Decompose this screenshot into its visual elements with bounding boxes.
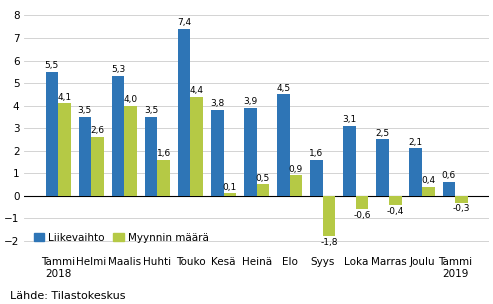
Text: 0,4: 0,4 <box>422 176 435 185</box>
Text: -0,3: -0,3 <box>453 204 470 213</box>
Text: 5,3: 5,3 <box>111 65 125 74</box>
Bar <box>290 175 302 196</box>
Bar <box>190 97 203 196</box>
Text: 4,1: 4,1 <box>57 92 71 102</box>
Bar <box>178 29 190 196</box>
Text: 0,1: 0,1 <box>223 183 237 192</box>
Bar <box>45 72 58 196</box>
Bar <box>124 105 137 196</box>
Bar <box>223 193 236 196</box>
Text: 7,4: 7,4 <box>177 18 191 27</box>
Text: 3,5: 3,5 <box>144 106 158 115</box>
Bar <box>78 117 91 196</box>
Bar <box>422 187 435 196</box>
Bar <box>277 94 290 196</box>
Text: 5,5: 5,5 <box>45 61 59 70</box>
Text: Lähde: Tilastokeskus: Lähde: Tilastokeskus <box>10 291 125 301</box>
Bar <box>310 160 323 196</box>
Bar <box>356 196 368 209</box>
Bar <box>145 117 157 196</box>
Bar <box>244 108 257 196</box>
Text: 3,9: 3,9 <box>243 97 257 106</box>
Bar <box>257 185 269 196</box>
Text: -1,8: -1,8 <box>320 238 338 247</box>
Text: 0,6: 0,6 <box>442 171 456 180</box>
Bar <box>455 196 468 202</box>
Bar <box>91 137 104 196</box>
Bar <box>443 182 455 196</box>
Text: -0,6: -0,6 <box>353 211 371 220</box>
Text: 4,0: 4,0 <box>123 95 138 104</box>
Legend: Liikevaihto, Myynnin määrä: Liikevaihto, Myynnin määrä <box>30 229 213 247</box>
Bar <box>343 126 356 196</box>
Bar <box>323 196 335 236</box>
Text: 4,5: 4,5 <box>277 84 290 92</box>
Text: 0,9: 0,9 <box>289 165 303 174</box>
Text: 2,5: 2,5 <box>376 129 390 138</box>
Bar <box>410 148 422 196</box>
Text: 0,5: 0,5 <box>256 174 270 183</box>
Text: 1,6: 1,6 <box>310 149 323 158</box>
Text: 3,1: 3,1 <box>343 115 357 124</box>
Text: 3,5: 3,5 <box>78 106 92 115</box>
Bar <box>157 160 170 196</box>
Bar <box>211 110 223 196</box>
Text: 1,6: 1,6 <box>156 149 171 158</box>
Text: -0,4: -0,4 <box>387 206 404 216</box>
Bar <box>389 196 401 205</box>
Text: 2,1: 2,1 <box>409 138 423 147</box>
Bar <box>376 140 389 196</box>
Bar <box>58 103 70 196</box>
Bar <box>112 76 124 196</box>
Text: 3,8: 3,8 <box>210 99 224 108</box>
Text: 4,4: 4,4 <box>190 86 204 95</box>
Text: 2,6: 2,6 <box>90 126 105 135</box>
